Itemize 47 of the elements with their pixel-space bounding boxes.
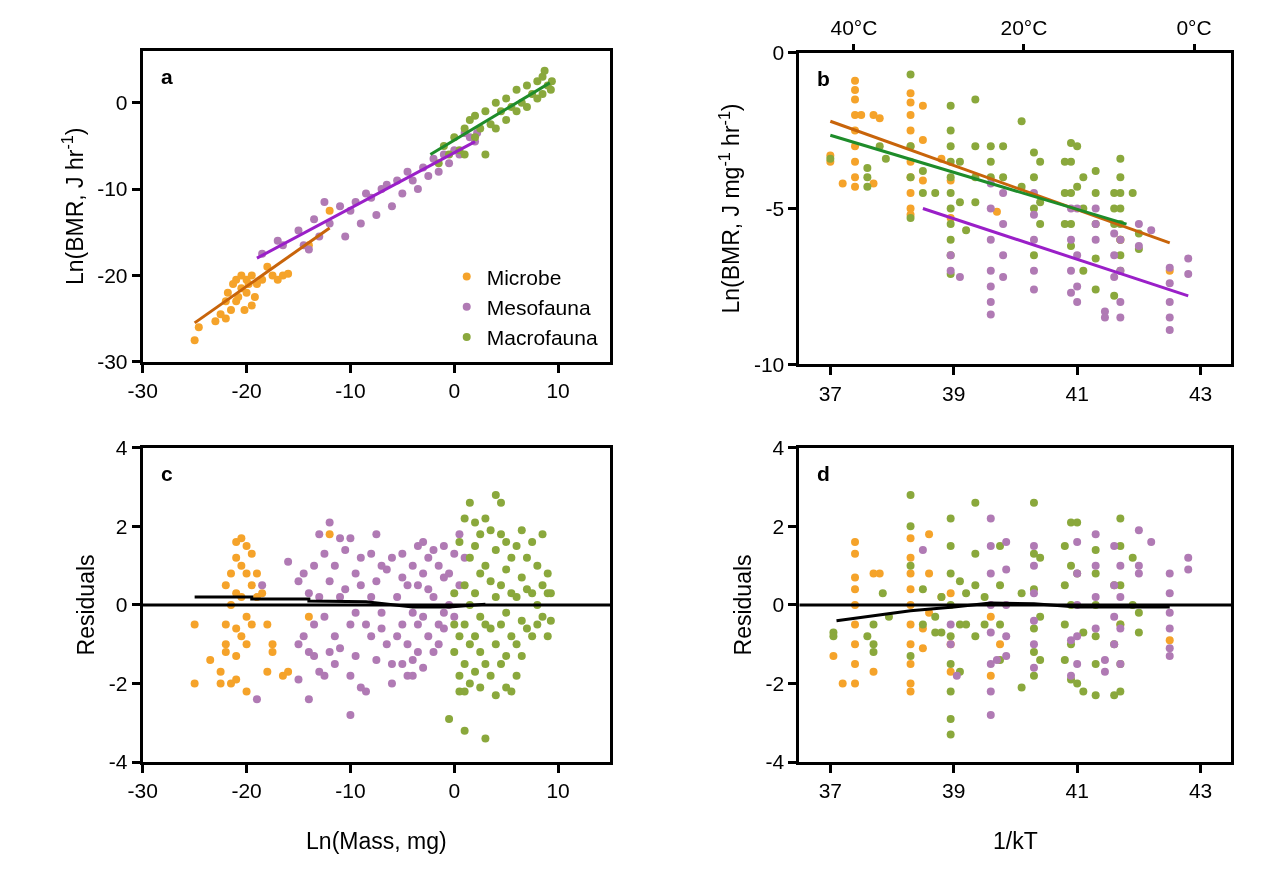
legend-label: Macrofauna [486,326,598,350]
x-tick-label: 43 [1188,381,1213,405]
y-tick-label: 2 [772,514,785,538]
x-tick-label: -20 [231,779,262,803]
y-tick-label: -10 [753,352,785,376]
x2-tick-label: 40°C [830,16,878,40]
x-axis-title: Ln(Mass, mg) [306,827,447,854]
annotation: a [161,65,173,88]
x-tick-label: 37 [818,779,843,803]
y-tick-label: 2 [115,514,128,538]
x-tick-label: 0 [448,779,461,803]
y-tick-label: -20 [97,263,128,287]
annotation: d [817,462,830,485]
x-tick-label: 41 [1065,779,1089,803]
x-axis-title: 1/kT [993,827,1038,854]
x-tick-label: -20 [231,378,262,402]
y-tick-label: -5 [765,196,785,220]
legend-label: Microbe [486,265,562,289]
y-tick-label: 0 [772,41,785,65]
y-tick-label: -30 [97,350,128,374]
y-tick-label: -4 [765,750,785,774]
y-tick-label: -2 [108,671,128,695]
annotation: b [817,67,830,90]
y-tick-label: 0 [115,593,128,617]
x-tick-label: -10 [335,779,366,803]
x2-tick-label: 0°C [1176,16,1212,40]
x-tick-label: 41 [1065,381,1089,405]
x2-tick-label: 20°C [1000,16,1048,40]
x-tick-label: 0 [448,378,461,402]
y-tick-label: 0 [772,593,785,617]
x-tick-label: 39 [942,779,966,803]
y-tick-label: 4 [115,436,128,460]
x-tick-label: 39 [942,381,966,405]
y-tick-label: 4 [772,436,785,460]
x-tick-label: 37 [818,381,843,405]
x-tick-label: 10 [546,779,570,803]
y-tick-label: -4 [108,750,128,774]
annotation: c [161,462,173,485]
x-tick-label: 10 [546,378,570,402]
y-axis-title: Residuals [73,554,100,656]
x-tick-label: 43 [1188,779,1213,803]
y-tick-label: -2 [765,671,785,695]
y-axis-title: Residuals [730,554,757,656]
y-tick-label: -10 [97,177,128,201]
legend-label: Mesofauna [486,295,591,319]
x-tick-label: -10 [335,378,366,402]
y-tick-label: 0 [115,91,128,115]
